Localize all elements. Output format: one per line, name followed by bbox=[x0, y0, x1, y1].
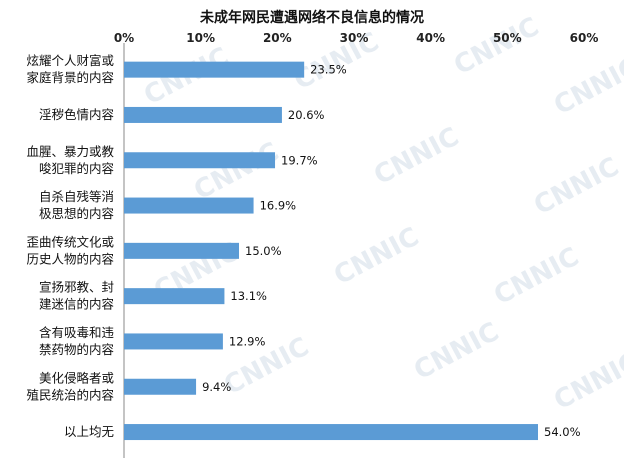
category-label: 禁药物的内容 bbox=[39, 342, 114, 357]
value-label: 15.0% bbox=[245, 244, 282, 258]
x-axis-ticks: 0% 10% 20% 30% 40% 50% 60% bbox=[114, 31, 599, 45]
value-label: 9.4% bbox=[202, 380, 231, 394]
category-label: 歪曲传统文化或 bbox=[26, 234, 114, 249]
category-label: 殖民统治的内容 bbox=[26, 387, 114, 402]
category-label: 唆犯罪的内容 bbox=[39, 161, 114, 176]
value-labels: 23.5% 20.6% 19.7% 16.9% 15.0% 13.1% 12.9% 9.4% 5… bbox=[202, 63, 581, 439]
category-label: 血腥、暴力或教 bbox=[26, 144, 114, 159]
watermark-text-3: CNNIC bbox=[549, 52, 624, 121]
watermark-text-5: CNNIC bbox=[369, 122, 464, 191]
bar bbox=[124, 61, 305, 78]
watermark-text-12: CNNIC bbox=[549, 347, 624, 416]
category-label: 以上均无 bbox=[64, 424, 114, 439]
category-label: 自杀自残等消 bbox=[39, 189, 114, 204]
value-label: 23.5% bbox=[310, 63, 347, 77]
watermark-text-9: CNNIC bbox=[489, 242, 584, 311]
category-label: 含有吸毒和违 bbox=[39, 325, 114, 340]
chart-title: 未成年网民遭遇网络不良信息的情况 bbox=[200, 9, 424, 26]
bar bbox=[124, 242, 239, 259]
watermark-text-6: CNNIC bbox=[529, 152, 624, 221]
bar bbox=[124, 288, 225, 305]
watermark-text-2: CNNIC bbox=[449, 12, 544, 81]
value-label: 19.7% bbox=[281, 153, 318, 167]
x-tick-label: 0% bbox=[114, 31, 134, 45]
watermark-text-4: CNNIC bbox=[189, 137, 284, 206]
value-label: 16.9% bbox=[260, 199, 297, 213]
value-label: 12.9% bbox=[229, 334, 266, 348]
value-label: 20.6% bbox=[288, 108, 325, 122]
bar bbox=[124, 378, 197, 395]
category-label: 历史人物的内容 bbox=[26, 251, 114, 266]
x-tick-label: 50% bbox=[493, 31, 522, 45]
category-label: 宣扬邪教、封 bbox=[39, 280, 114, 295]
watermark-text-1: CNNIC bbox=[289, 27, 384, 96]
category-label: 建迷信的内容 bbox=[39, 297, 114, 312]
category-labels: 炫耀个人财富或家庭背景的内容淫秽色情内容血腥、暴力或教唆犯罪的内容自杀自残等消极… bbox=[26, 53, 114, 439]
watermark-text-11: CNNIC bbox=[409, 317, 504, 386]
value-label: 13.1% bbox=[230, 289, 267, 303]
x-tick-label: 20% bbox=[263, 31, 292, 45]
watermark-text-8: CNNIC bbox=[329, 222, 424, 291]
bar bbox=[124, 106, 282, 123]
value-label: 54.0% bbox=[544, 425, 581, 439]
x-tick-label: 10% bbox=[186, 31, 215, 45]
bars bbox=[124, 61, 538, 441]
x-tick-label: 60% bbox=[570, 31, 599, 45]
category-label: 炫耀个人财富或 bbox=[26, 53, 114, 68]
bar bbox=[124, 197, 254, 214]
category-label: 极思想的内容 bbox=[39, 206, 114, 221]
category-label: 家庭背景的内容 bbox=[26, 70, 114, 85]
bar bbox=[124, 424, 538, 441]
bar bbox=[124, 333, 223, 350]
x-tick-label: 30% bbox=[340, 31, 369, 45]
category-label: 淫秽色情内容 bbox=[39, 107, 114, 122]
category-label: 美化侵略者或 bbox=[39, 370, 115, 385]
bar bbox=[124, 152, 276, 169]
x-tick-label: 40% bbox=[416, 31, 445, 45]
